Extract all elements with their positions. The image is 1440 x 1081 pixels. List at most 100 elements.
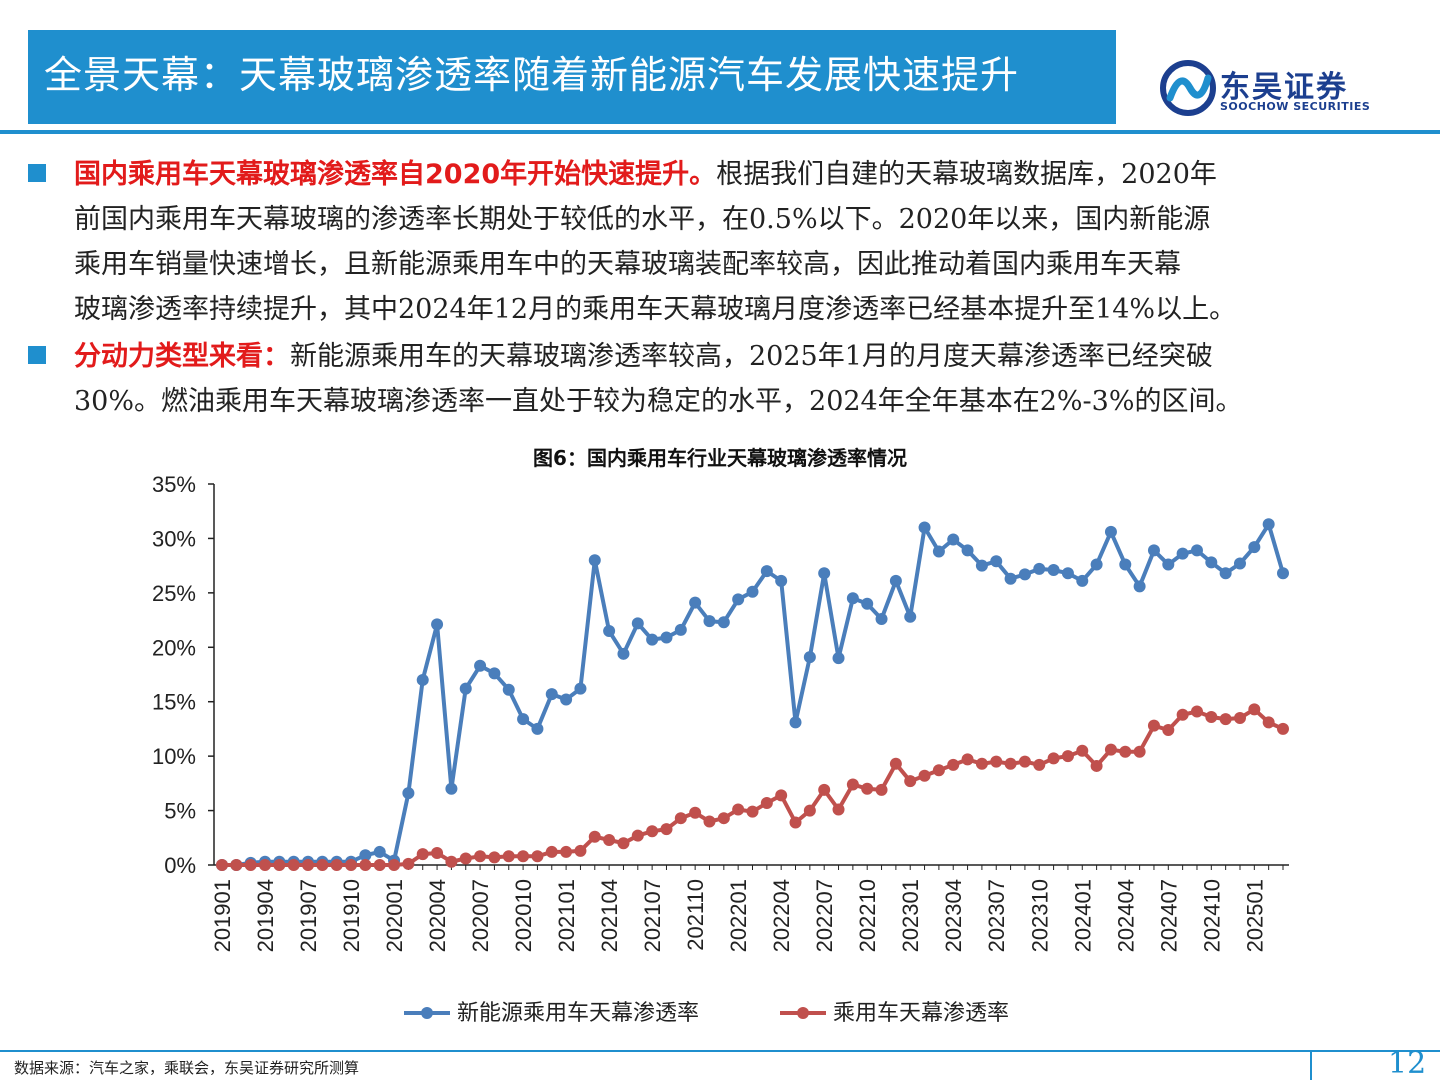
data-point-series-1 [431, 618, 444, 631]
x-tick-label: 202204 [769, 879, 794, 952]
footer-divider [0, 1050, 1440, 1052]
data-point-series-2 [402, 857, 415, 870]
logo-text-cn: 东吴证券 [1220, 70, 1348, 105]
data-point-series-2 [689, 806, 702, 819]
legend-label-series-2: 乘用车天幕渗透率 [833, 1001, 1010, 1026]
data-point-series-2 [746, 805, 759, 818]
data-point-series-2 [603, 833, 616, 846]
data-point-series-2 [531, 850, 544, 863]
y-tick-label: 10% [152, 744, 196, 769]
data-point-series-1 [631, 617, 644, 630]
data-point-series-1 [574, 682, 587, 695]
data-point-series-1 [560, 693, 573, 706]
data-source-note: 数据来源：汽车之家，乘联会，东吴证券研究所测算 [14, 1059, 360, 1077]
data-point-series-1 [789, 716, 802, 729]
data-point-series-2 [732, 803, 745, 816]
data-point-series-1 [889, 574, 902, 587]
data-point-series-2 [717, 812, 730, 825]
data-point-series-2 [1133, 745, 1146, 758]
data-point-series-2 [273, 859, 286, 871]
data-point-series-1 [674, 623, 687, 636]
data-point-series-2 [975, 757, 988, 770]
x-tick-label: 201904 [253, 879, 278, 952]
data-point-series-1 [760, 565, 773, 578]
data-point-series-2 [775, 789, 788, 802]
data-point-series-2 [459, 852, 472, 865]
data-point-series-1 [1104, 525, 1117, 538]
data-point-series-2 [588, 830, 601, 843]
data-point-series-1 [531, 722, 544, 735]
data-point-series-2 [1076, 744, 1089, 757]
data-point-series-2 [846, 778, 859, 791]
data-point-series-1 [373, 845, 386, 858]
data-point-series-1 [459, 682, 472, 695]
legend-item-series-2: 乘用车天幕渗透率 [780, 995, 1009, 1027]
data-point-series-2 [545, 845, 558, 858]
data-point-series-2 [1219, 713, 1232, 726]
data-point-series-1 [717, 616, 730, 629]
data-point-series-1 [502, 683, 515, 696]
data-point-series-2 [302, 859, 315, 871]
data-point-series-2 [502, 850, 515, 863]
data-point-series-2 [1018, 755, 1031, 768]
data-point-series-1 [975, 559, 988, 572]
data-point-series-1 [1190, 544, 1203, 557]
data-point-series-2 [918, 769, 931, 782]
data-point-series-2 [1104, 743, 1117, 756]
data-point-series-2 [861, 782, 874, 795]
company-logo: 东吴证券 SOOCHOW SECURITIES [1160, 60, 1380, 120]
y-tick-label: 0% [164, 853, 196, 878]
data-point-series-2 [875, 783, 888, 796]
data-point-series-2 [904, 775, 917, 788]
data-point-series-2 [1119, 745, 1132, 758]
data-point-series-2 [932, 764, 945, 777]
data-point-series-2 [1190, 705, 1203, 718]
data-point-series-2 [1047, 752, 1060, 765]
data-point-series-1 [803, 651, 816, 664]
data-point-series-1 [1033, 562, 1046, 575]
data-point-series-1 [359, 849, 372, 862]
title-bar: 全景天幕：天幕玻璃渗透率随着新能源汽车发展快速提升 [28, 30, 1116, 124]
data-point-series-2 [646, 825, 659, 838]
data-point-series-1 [1133, 580, 1146, 593]
data-point-series-1 [617, 647, 630, 660]
x-tick-label: 202101 [554, 879, 579, 952]
data-point-series-2 [789, 816, 802, 829]
data-point-series-1 [1233, 557, 1246, 570]
data-point-series-2 [1277, 722, 1289, 735]
data-point-series-1 [861, 597, 874, 610]
chart-title: 图6：国内乘用车行业天幕玻璃渗透率情况 [533, 446, 907, 470]
data-point-series-2 [445, 855, 458, 868]
paragraph-1-line-2: 前国内乘用车天幕玻璃的渗透率长期处于较低的水平，在0.5%以下。2020年以来，… [74, 204, 1211, 235]
data-point-series-2 [244, 859, 257, 871]
data-point-series-2 [760, 796, 773, 809]
data-point-series-2 [1090, 759, 1103, 772]
data-point-series-2 [1147, 719, 1160, 732]
data-point-series-1 [1047, 563, 1060, 576]
data-point-series-1 [1262, 518, 1275, 531]
logo-text-en: SOOCHOW SECURITIES [1220, 100, 1371, 113]
data-point-series-2 [230, 859, 243, 871]
series-line-2 [222, 707, 1284, 867]
data-point-series-2 [574, 844, 587, 857]
paragraph-2-line-1: 分动力类型来看：新能源乘用车的天幕玻璃渗透率较高，2025年1月的月度天幕渗透率… [28, 334, 1423, 379]
paragraph-2-line-2: 30%。燃油乘用车天幕玻璃渗透率一直处于较为稳定的水平，2024年全年基本在2%… [74, 386, 1243, 417]
data-point-series-2 [517, 850, 530, 863]
x-tick-label: 201910 [339, 879, 364, 952]
data-point-series-2 [1061, 750, 1074, 763]
x-tick-label: 202404 [1113, 879, 1138, 952]
data-point-series-2 [1004, 757, 1017, 770]
x-tick-label: 202310 [1027, 879, 1052, 952]
legend-label-series-1: 新能源乘用车天幕渗透率 [457, 1001, 700, 1026]
data-point-series-2 [631, 829, 644, 842]
data-point-series-1 [832, 652, 845, 665]
data-point-series-1 [990, 555, 1003, 568]
page-title: 全景天幕：天幕玻璃渗透率随着新能源汽车发展快速提升 [44, 53, 1020, 97]
data-point-series-1 [732, 593, 745, 606]
data-point-series-2 [388, 859, 401, 871]
paragraph-2-highlight: 分动力类型来看： [74, 341, 290, 372]
data-point-series-2 [947, 758, 960, 771]
data-point-series-1 [517, 713, 530, 726]
y-tick-label: 35% [152, 472, 196, 497]
data-point-series-1 [646, 633, 659, 646]
